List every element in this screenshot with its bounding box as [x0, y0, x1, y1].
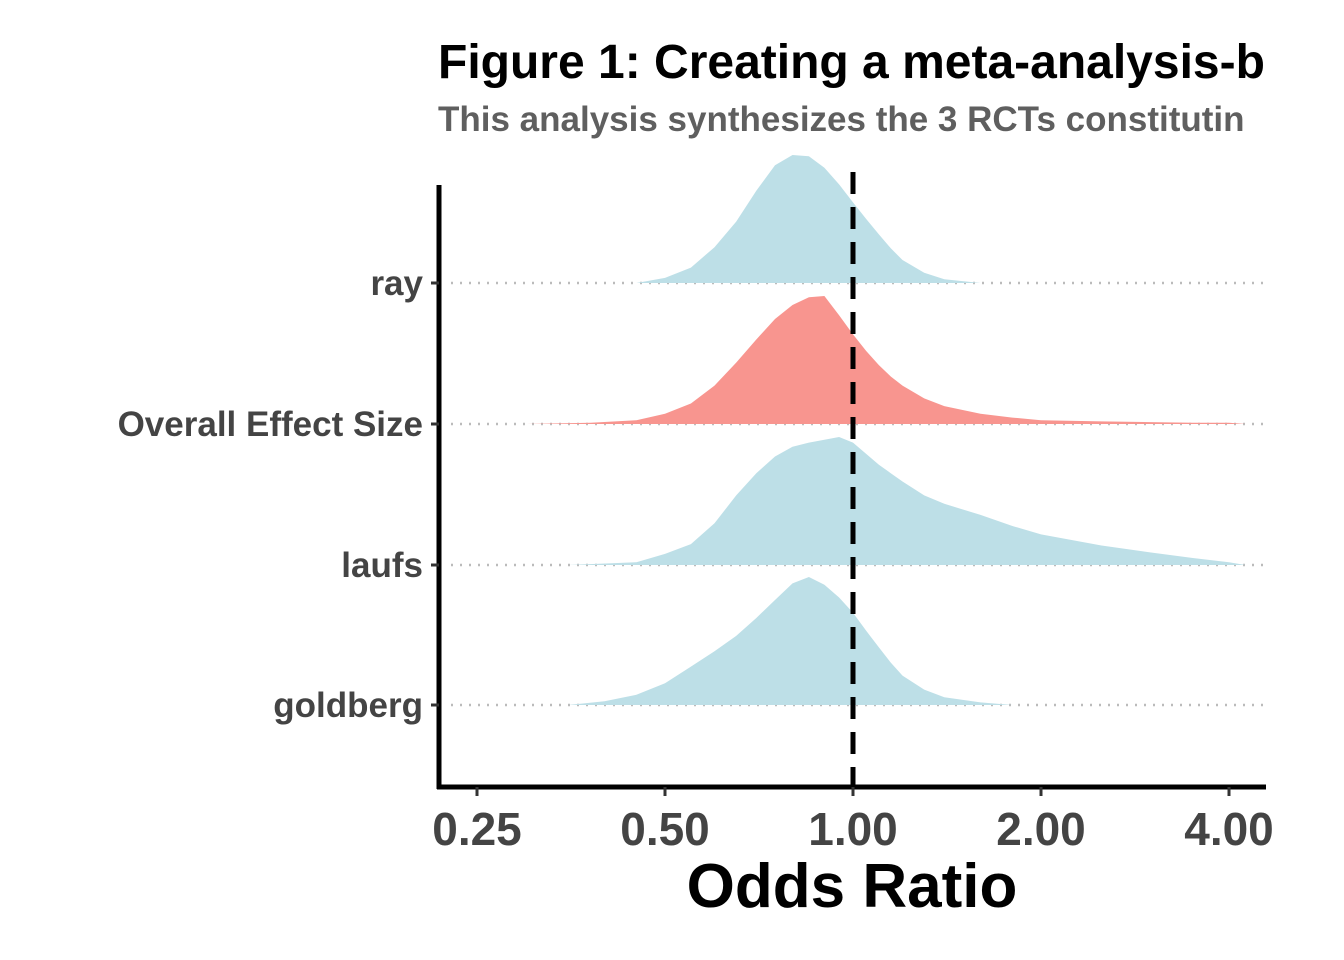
x-tick-label-0: 0.25: [432, 803, 522, 855]
y-tick-label-overall-effect-size: Overall Effect Size: [118, 405, 423, 444]
chart-subtitle: This analysis synthesizes the 3 RCTs con…: [438, 100, 1245, 139]
y-tick-label-ray: ray: [370, 264, 423, 303]
x-tick-label-4: 4.00: [1184, 803, 1274, 855]
x-axis-label: Odds Ratio: [687, 852, 1018, 921]
density-overall-effect-size: [477, 296, 1246, 424]
y-tick-label-goldberg: goldberg: [273, 686, 423, 725]
y-tick-label-laufs: laufs: [341, 546, 423, 585]
x-tick-label-1: 0.50: [620, 803, 710, 855]
plot-area: ray Overall Effect Size laufs goldberg 0.25 0…: [118, 155, 1274, 855]
chart-title: Figure 1: Creating a meta-analysis-b: [438, 36, 1265, 89]
density-goldberg: [477, 577, 1246, 705]
density-ray: [477, 155, 1246, 283]
x-tick-label-3: 2.00: [996, 803, 1086, 855]
x-tick-label-2: 1.00: [808, 803, 898, 855]
density-laufs: [477, 437, 1246, 565]
